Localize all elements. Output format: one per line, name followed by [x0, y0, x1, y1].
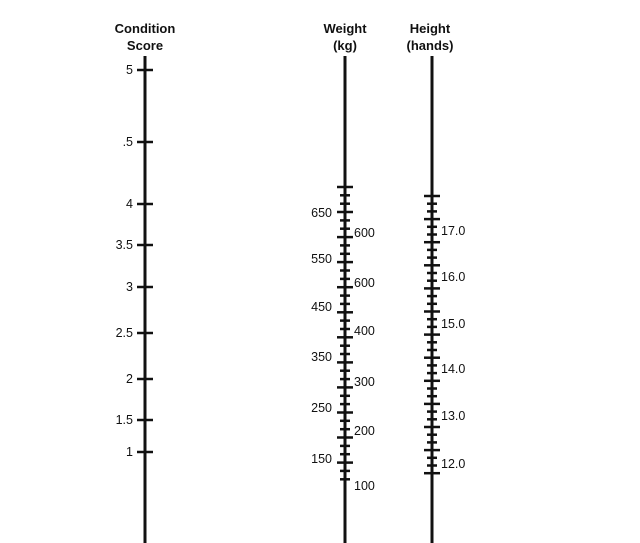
weight-right-label: 100	[354, 479, 375, 493]
height-title-line2: (hands)	[407, 38, 454, 53]
condition-title-line2: Score	[127, 38, 163, 53]
weight-right-label: 300	[354, 375, 375, 389]
condition-tick-label: 4	[126, 197, 133, 211]
weight-left-labels: 650 550 450 350 250 150	[311, 206, 332, 466]
weight-left-label: 650	[311, 206, 332, 220]
weight-right-label: 400	[354, 324, 375, 338]
weight-right-labels: 600 600 400 300 200 100	[354, 226, 375, 493]
height-label: 13.0	[441, 409, 465, 423]
condition-tick-label: 2	[126, 372, 133, 386]
weight-title-line2: (kg)	[333, 38, 357, 53]
condition-tick-label: 1	[126, 445, 133, 459]
weight-right-label: 200	[354, 424, 375, 438]
condition-ticks: 5 .5 4 3.5 3 2.5 2 1.5 1	[116, 63, 153, 459]
weight-right-label: 600	[354, 226, 375, 240]
weight-right-label: 600	[354, 276, 375, 290]
condition-tick-label: 3	[126, 280, 133, 294]
height-label: 14.0	[441, 362, 465, 376]
weight-title-line1: Weight	[323, 21, 367, 36]
condition-tick-label: 5	[126, 63, 133, 77]
condition-tick-label: 2.5	[116, 326, 133, 340]
height-label: 17.0	[441, 224, 465, 238]
condition-tick-label: 1.5	[116, 413, 133, 427]
weight-left-label: 150	[311, 452, 332, 466]
height-ticks	[424, 194, 440, 475]
condition-tick-label: .5	[123, 135, 133, 149]
height-labels: 17.0 16.0 15.0 14.0 13.0 12.0	[441, 224, 465, 471]
condition-tick-label: 3.5	[116, 238, 133, 252]
condition-title-line1: Condition	[115, 21, 176, 36]
height-label: 15.0	[441, 317, 465, 331]
height-title-line1: Height	[410, 21, 451, 36]
weight-left-label: 550	[311, 252, 332, 266]
height-label: 16.0	[441, 270, 465, 284]
height-label: 12.0	[441, 457, 465, 471]
weight-left-label: 450	[311, 300, 332, 314]
weight-left-label: 250	[311, 401, 332, 415]
weight-left-label: 350	[311, 350, 332, 364]
weight-ticks	[337, 185, 353, 481]
